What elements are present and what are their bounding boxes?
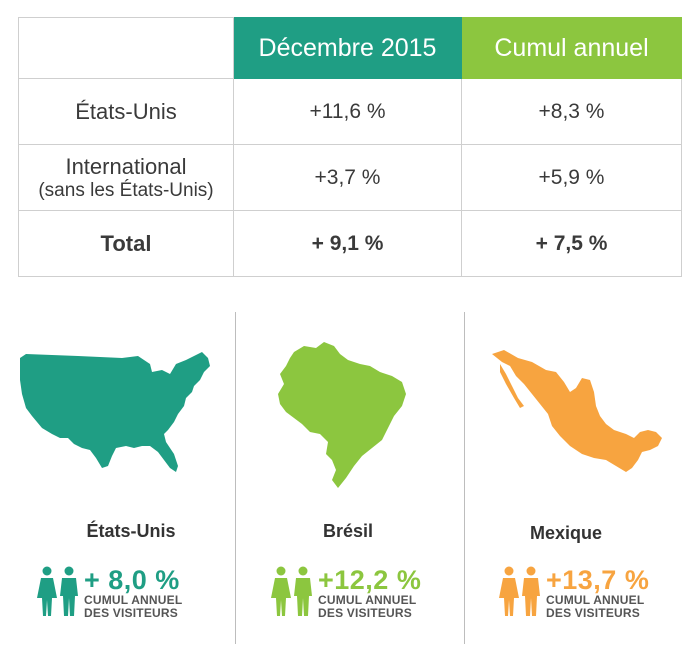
growth-table: Décembre 2015 Cumul annuel États-Unis +1…	[18, 17, 682, 277]
header-december-2015: Décembre 2015	[233, 17, 462, 79]
row-label-text: International	[65, 153, 187, 179]
brazil-map-icon	[278, 342, 406, 488]
table-row-total: Total + 9,1 % + 7,5 %	[18, 210, 682, 277]
table-header-row: Décembre 2015 Cumul annuel	[18, 17, 682, 79]
stat-caption-line2: DES VISITEURS	[546, 606, 640, 620]
row-label: International (sans les États-Unis)	[18, 144, 234, 211]
people-icon	[499, 566, 540, 616]
row-december-value: +3,7 %	[233, 144, 462, 211]
header-cumul-annuel: Cumul annuel	[461, 17, 682, 79]
row-label-text: États-Unis	[75, 98, 177, 124]
country-name-brazil: Brésil	[322, 521, 374, 541]
stat-value: +13,7 %	[546, 565, 650, 595]
row-cumul-value: +8,3 %	[461, 78, 682, 145]
panel-divider	[464, 312, 465, 644]
row-label: États-Unis	[18, 78, 234, 145]
row-cumul-value: + 7,5 %	[461, 210, 682, 277]
mexico-map-icon	[492, 350, 662, 472]
row-label: Total	[18, 210, 234, 277]
row-cumul-value: +5,9 %	[461, 144, 682, 211]
country-name-mexico: Mexique	[529, 523, 603, 543]
panel-divider	[235, 312, 236, 644]
stat-brazil: +12,2 % CUMUL ANNUEL DES VISITEURS	[270, 566, 421, 620]
table-row: États-Unis +11,6 % +8,3 %	[18, 78, 682, 145]
header-blank-cell	[18, 17, 234, 79]
people-icon	[37, 566, 78, 616]
stat-mexico: +13,7 % CUMUL ANNUEL DES VISITEURS	[498, 566, 649, 620]
table-row: International (sans les États-Unis) +3,7…	[18, 144, 682, 211]
usa-map-icon	[20, 352, 210, 472]
row-december-value: +11,6 %	[233, 78, 462, 145]
stat-caption-line1: CUMUL ANNUEL	[318, 593, 417, 607]
stat-caption-line2: DES VISITEURS	[84, 606, 178, 620]
stat-value: +12,2 %	[318, 565, 422, 595]
stat-usa: + 8,0 % CUMUL ANNUEL DES VISITEURS	[36, 566, 182, 620]
stat-value: + 8,0 %	[84, 565, 180, 595]
country-name-usa: États-Unis	[86, 521, 176, 541]
row-label-subtext: (sans les États-Unis)	[38, 179, 214, 201]
stat-caption-line1: CUMUL ANNUEL	[84, 593, 183, 607]
stat-caption-line1: CUMUL ANNUEL	[546, 593, 645, 607]
row-label-text: Total	[100, 230, 152, 256]
row-december-value: + 9,1 %	[233, 210, 462, 277]
people-icon	[271, 566, 312, 616]
stat-caption-line2: DES VISITEURS	[318, 606, 412, 620]
